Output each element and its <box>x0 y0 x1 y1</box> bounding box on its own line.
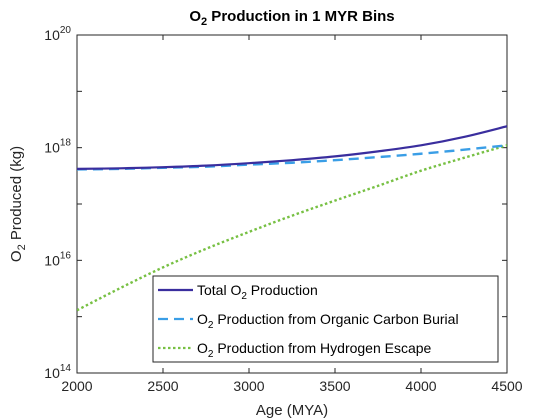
series-line-2 <box>77 144 507 312</box>
ylabel-part: Produced (kg) <box>8 146 25 244</box>
y-tick-label: 1016 <box>44 250 71 268</box>
y-axis-label: O2 Produced (kg) <box>8 146 28 262</box>
legend-label-subscript: 2 <box>241 291 247 302</box>
y-tick-exponent: 14 <box>60 363 72 374</box>
x-tick-label: 4500 <box>491 378 522 394</box>
legend-label-part: Total O <box>197 282 241 298</box>
legend-label-part: Production <box>247 282 318 298</box>
y-tick-exponent: 18 <box>60 138 72 149</box>
legend-box <box>152 275 499 363</box>
x-tick-label: 2000 <box>61 378 92 394</box>
y-tick-label: 1020 <box>44 25 71 43</box>
x-axis-label: Age (MYA) <box>256 402 328 419</box>
y-tick-base: 10 <box>44 365 60 381</box>
y-tick-base: 10 <box>44 252 60 268</box>
x-tick-label: 2500 <box>147 378 178 394</box>
x-tick-label: 3500 <box>319 378 350 394</box>
x-tick-label: 3000 <box>233 378 264 394</box>
y-tick-exponent: 16 <box>60 250 72 261</box>
legend-label-part: O <box>197 340 208 356</box>
chart-title: O2 Production in 1 MYR Bins <box>189 8 394 28</box>
y-tick-base: 10 <box>44 27 60 43</box>
y-tick-exponent: 20 <box>60 25 72 36</box>
series-line-0 <box>77 125 507 170</box>
legend-label-0: Total O2 Production <box>197 282 318 302</box>
x-tick-label: 4000 <box>405 378 436 394</box>
y-tick-label: 1018 <box>44 138 71 156</box>
legend-label-1: O2 Production from Organic Carbon Burial <box>197 311 459 331</box>
legend-label-part: O <box>197 311 208 327</box>
title-subscript: 2 <box>201 16 207 28</box>
ylabel-part: O <box>8 250 25 262</box>
legend-label-2: O2 Production from Hydrogen Escape <box>197 340 432 360</box>
legend-label-part: Production from Hydrogen Escape <box>213 340 431 356</box>
y-tick-label: 1014 <box>44 363 71 381</box>
legend-label-part: Production from Organic Carbon Burial <box>213 311 458 327</box>
y-tick-base: 10 <box>44 140 60 156</box>
legend-label-subscript: 2 <box>208 320 214 331</box>
ylabel-subscript: 2 <box>16 244 28 250</box>
title-part: O <box>189 8 201 25</box>
legend-label-subscript: 2 <box>208 349 214 360</box>
title-part: Production in 1 MYR Bins <box>207 8 395 25</box>
